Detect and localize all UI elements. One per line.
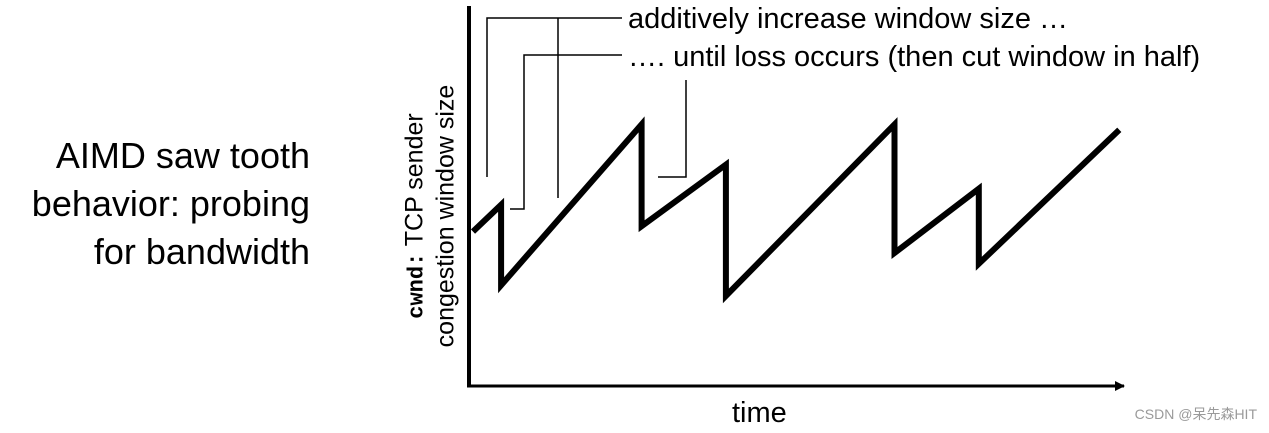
x-axis-label: time	[732, 397, 787, 429]
caption-line-2: behavior: probing	[31, 183, 310, 224]
side-caption: AIMD saw tooth behavior: probing for ban…	[0, 132, 310, 276]
cwnd-sawtooth-line	[470, 116, 1122, 304]
annotation-loss-halving: …. until loss occurs (then cut window in…	[628, 41, 1201, 73]
loss-leader-a	[510, 54, 622, 210]
increase-leader-a	[486, 17, 622, 177]
watermark: CSDN @呆先森HIT	[1134, 406, 1257, 422]
caption-line-3: for bandwidth	[93, 231, 310, 272]
caption-line-1: AIMD saw tooth	[55, 135, 310, 176]
annotation-additive-increase: additively increase window size …	[628, 3, 1069, 35]
loss-leader-b	[658, 80, 687, 178]
